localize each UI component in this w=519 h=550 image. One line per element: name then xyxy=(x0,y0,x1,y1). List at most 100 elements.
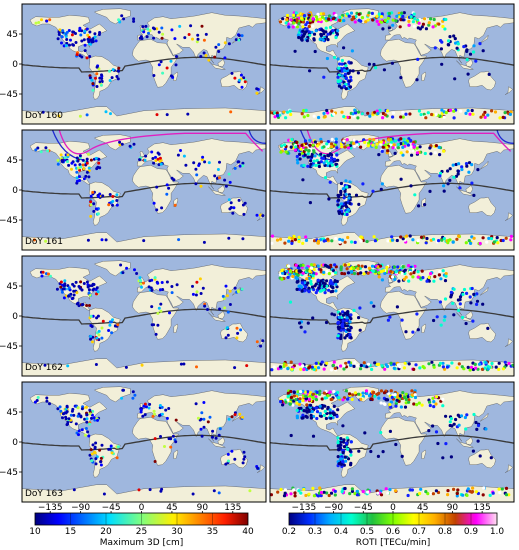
roti-dot xyxy=(326,153,330,158)
roti-dot xyxy=(344,441,348,445)
roti-dot xyxy=(342,367,346,371)
roti-dot xyxy=(449,295,453,299)
roti-dot xyxy=(322,413,326,418)
roti-dot xyxy=(280,144,284,148)
roti-dot xyxy=(312,114,316,118)
station-dot xyxy=(81,303,85,306)
station-dot xyxy=(77,433,80,437)
station-dot xyxy=(233,457,237,461)
land-borneo xyxy=(217,436,225,445)
roti-dot xyxy=(290,241,294,245)
roti-dot xyxy=(318,37,322,41)
station-dot xyxy=(184,163,188,167)
roti-dot xyxy=(310,263,314,267)
roti-dot xyxy=(370,367,374,371)
roti-dot xyxy=(441,456,445,460)
station-dot xyxy=(82,167,86,171)
station-dot xyxy=(214,436,218,440)
terminator-line xyxy=(51,130,266,161)
roti-dot xyxy=(341,74,345,78)
station-dot xyxy=(238,412,242,416)
roti-dot xyxy=(340,58,344,63)
roti-dot xyxy=(471,112,475,116)
roti-dot xyxy=(345,12,349,16)
roti-dot xyxy=(320,289,324,293)
station-dot xyxy=(239,73,243,77)
roti-dot xyxy=(426,111,430,115)
roti-dot xyxy=(447,39,451,43)
roti-dot xyxy=(342,272,347,276)
roti-dot xyxy=(301,413,305,417)
station-dot xyxy=(153,437,157,441)
roti-dot xyxy=(351,393,355,397)
roti-dot xyxy=(330,137,334,141)
roti-dot xyxy=(344,365,348,369)
roti-dot xyxy=(316,241,320,245)
roti-dot xyxy=(401,145,405,149)
roti-dot xyxy=(334,162,338,166)
station-dot xyxy=(158,159,162,163)
roti-dot xyxy=(413,17,417,21)
roti-dot xyxy=(382,269,386,273)
station-dot xyxy=(217,491,221,495)
roti-dot xyxy=(319,160,323,164)
roti-dot xyxy=(465,49,469,54)
station-dot xyxy=(67,417,71,421)
roti-dot xyxy=(322,367,326,371)
station-dot xyxy=(160,26,164,30)
roti-dot xyxy=(456,169,460,173)
roti-dot xyxy=(431,396,435,400)
dip-equator-line xyxy=(22,434,266,451)
roti-dot xyxy=(415,403,419,407)
station-dot xyxy=(86,152,90,156)
roti-dot xyxy=(484,361,488,365)
roti-dot xyxy=(474,59,478,63)
land-madagascar xyxy=(421,449,427,459)
roti-dot xyxy=(301,34,305,38)
roti-dot xyxy=(432,400,436,404)
roti-dot xyxy=(418,366,422,370)
roti-dot xyxy=(442,149,446,153)
roti-dot xyxy=(442,318,446,322)
roti-dot xyxy=(317,366,321,370)
roti-dot xyxy=(301,178,305,182)
roti-dot xyxy=(417,204,421,208)
roti-dot xyxy=(366,144,370,148)
roti-dot xyxy=(312,267,316,272)
roti-dot xyxy=(451,240,455,244)
roti-dot xyxy=(444,17,448,22)
station-dot xyxy=(79,33,83,37)
roti-dot xyxy=(469,301,473,305)
roti-dot xyxy=(300,38,304,42)
roti-dot xyxy=(385,109,390,113)
roti-dot xyxy=(326,237,330,241)
roti-dot xyxy=(291,25,295,29)
roti-dot xyxy=(362,361,366,365)
station-dot xyxy=(145,35,149,39)
station-dot xyxy=(154,332,158,336)
station-dot xyxy=(89,337,93,341)
roti-dot xyxy=(366,18,370,22)
station-dot xyxy=(84,405,88,409)
roti-dot xyxy=(289,492,293,496)
roti-dot xyxy=(362,364,366,368)
station-dot xyxy=(150,150,154,154)
land-eurasia xyxy=(136,390,266,442)
roti-dot xyxy=(324,16,328,20)
station-dot xyxy=(69,413,73,417)
roti-dot xyxy=(319,152,323,156)
roti-dot xyxy=(438,174,442,178)
roti-dot xyxy=(456,172,460,176)
roti-dot xyxy=(381,27,385,31)
roti-dot xyxy=(307,149,311,153)
roti-dot xyxy=(331,285,335,289)
roti-dot xyxy=(415,312,419,316)
roti-dot xyxy=(492,240,496,244)
roti-dot xyxy=(390,395,394,399)
station-dot xyxy=(109,112,112,116)
station-dot xyxy=(79,165,83,169)
land-indonesia xyxy=(208,312,226,322)
station-dot xyxy=(194,293,198,297)
